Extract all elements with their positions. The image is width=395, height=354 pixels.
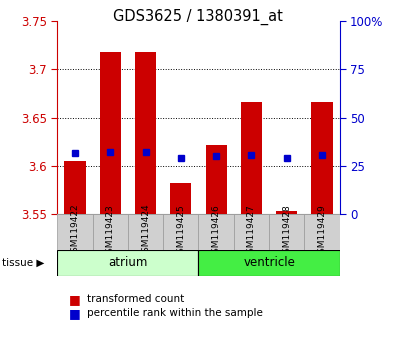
Text: GSM119426: GSM119426 <box>212 204 221 258</box>
Bar <box>135 52 156 214</box>
Bar <box>128 214 163 250</box>
Bar <box>64 161 85 214</box>
Text: GSM119422: GSM119422 <box>70 204 79 258</box>
Text: GSM119424: GSM119424 <box>141 204 150 258</box>
Bar <box>92 214 128 250</box>
Bar <box>276 211 297 214</box>
Text: GSM119427: GSM119427 <box>247 204 256 258</box>
Text: tissue ▶: tissue ▶ <box>2 258 44 268</box>
Bar <box>57 214 92 250</box>
Text: GSM119428: GSM119428 <box>282 204 291 258</box>
Bar <box>312 102 333 214</box>
Text: percentile rank within the sample: percentile rank within the sample <box>87 308 263 318</box>
Bar <box>57 250 199 276</box>
Text: atrium: atrium <box>108 256 148 269</box>
Text: ■: ■ <box>69 307 81 320</box>
Bar <box>199 250 340 276</box>
Text: ■: ■ <box>69 293 81 306</box>
Bar <box>269 214 305 250</box>
Bar <box>170 183 192 214</box>
Text: GDS3625 / 1380391_at: GDS3625 / 1380391_at <box>113 9 282 25</box>
Bar <box>205 145 227 214</box>
Bar <box>241 102 262 214</box>
Bar <box>100 52 121 214</box>
Bar <box>234 214 269 250</box>
Text: GSM119423: GSM119423 <box>106 204 115 258</box>
Text: ventricle: ventricle <box>243 256 295 269</box>
Bar <box>305 214 340 250</box>
Bar <box>163 214 198 250</box>
Text: transformed count: transformed count <box>87 294 184 304</box>
Text: GSM119429: GSM119429 <box>318 204 327 258</box>
Bar <box>199 214 234 250</box>
Text: GSM119425: GSM119425 <box>176 204 185 258</box>
